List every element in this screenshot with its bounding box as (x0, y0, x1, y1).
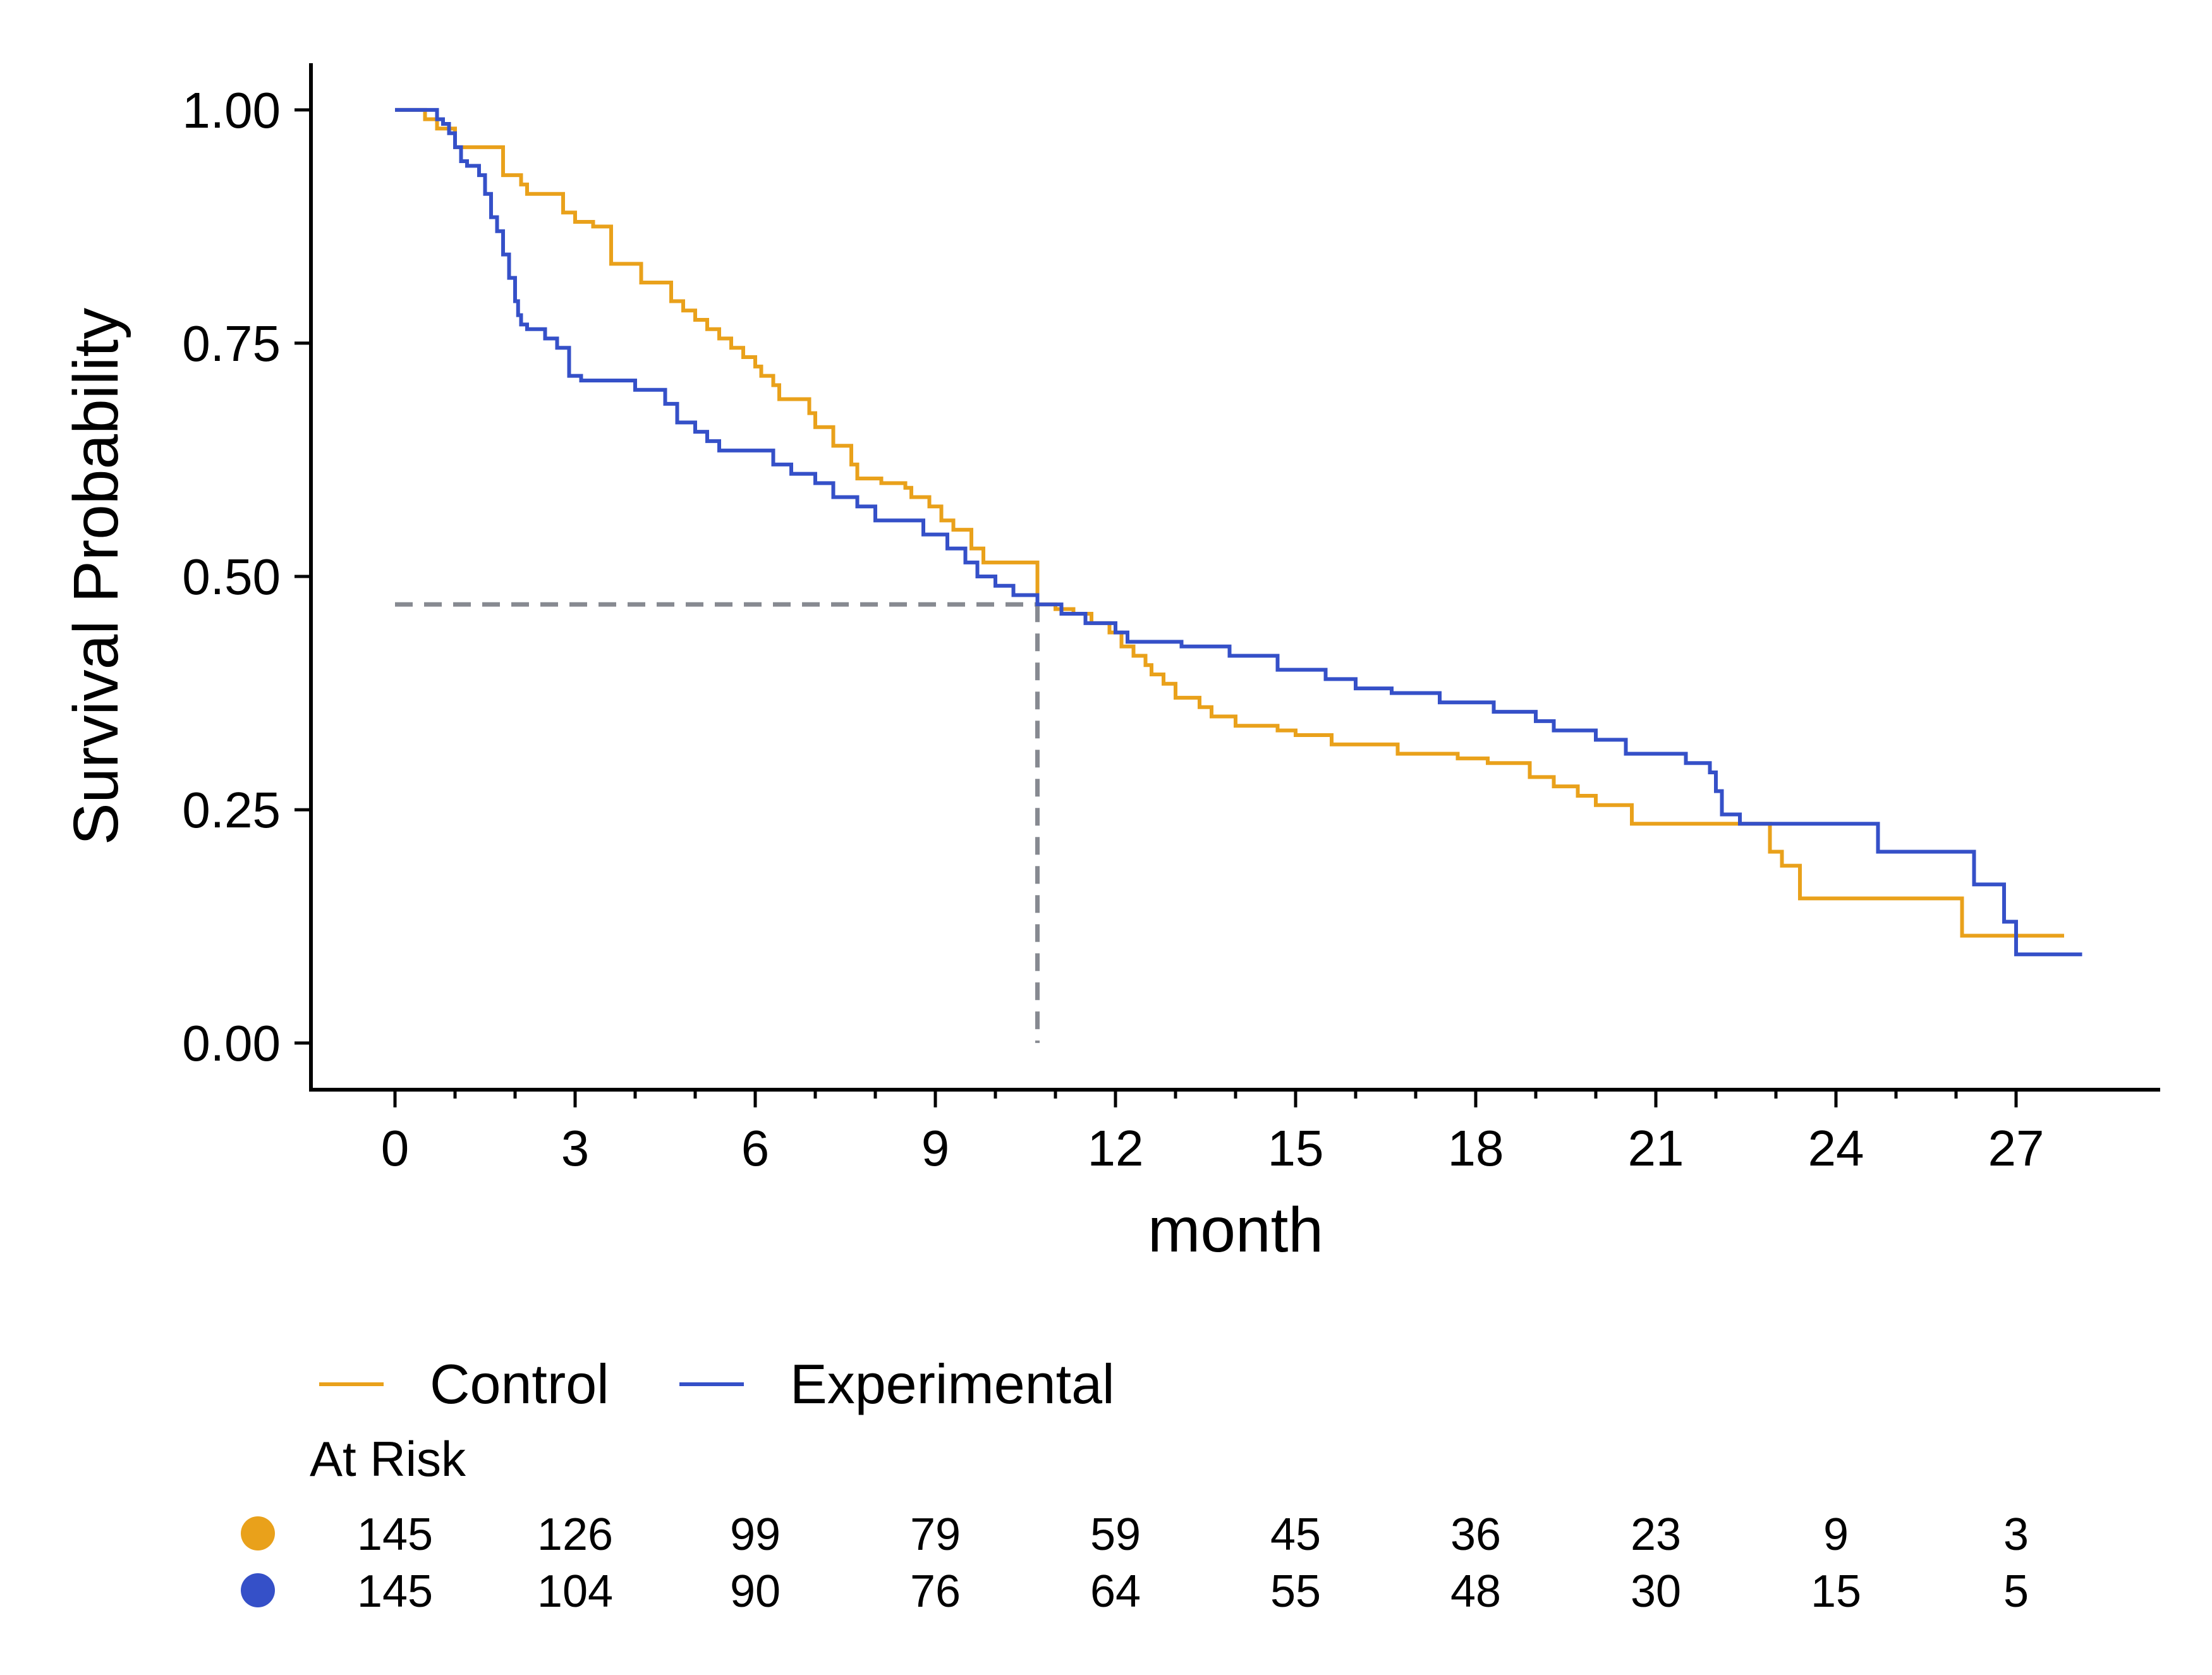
x-tick-label: 3 (561, 1120, 590, 1176)
risk-value: 23 (1631, 1509, 1681, 1560)
risk-value: 36 (1450, 1509, 1501, 1560)
risk-value: 64 (1090, 1566, 1141, 1617)
risk-value: 79 (910, 1509, 961, 1560)
y-tick-label: 0.75 (182, 315, 281, 372)
y-tick-label: 0.00 (182, 1015, 281, 1071)
x-tick-label: 6 (741, 1120, 770, 1176)
y-tick-label: 0.25 (182, 782, 281, 838)
legend-label-control: Control (430, 1353, 609, 1415)
risk-value: 3 (2003, 1509, 2029, 1560)
risk-value: 30 (1631, 1566, 1681, 1617)
risk-value: 48 (1450, 1566, 1501, 1617)
risk-value: 55 (1270, 1566, 1321, 1617)
risk-row-marker-control (241, 1516, 275, 1550)
x-tick-label: 15 (1268, 1120, 1324, 1176)
y-axis-ticks: 0.00 0.25 0.50 0.75 1.00 (182, 82, 311, 1071)
x-axis-ticks: 0 3 6 9 12 15 18 21 24 27 (381, 1090, 2045, 1176)
risk-value: 9 (1823, 1509, 1849, 1560)
y-tick-label: 0.50 (182, 549, 281, 605)
plot-area (395, 107, 2082, 1044)
x-tick-label: 24 (1808, 1120, 1864, 1176)
risk-row-marker-experimental (241, 1573, 275, 1607)
risk-value: 99 (730, 1509, 781, 1560)
x-tick-label: 9 (921, 1120, 950, 1176)
risk-value: 5 (2003, 1566, 2029, 1617)
x-tick-label: 18 (1448, 1120, 1504, 1176)
series-line-experimental (395, 107, 2082, 956)
y-tick-label: 1.00 (182, 82, 281, 138)
risk-value: 45 (1270, 1509, 1321, 1560)
risk-table-title: At Risk (310, 1431, 466, 1487)
risk-table: 145 126 99 79 59 45 36 23 9 3 145 104 90 76 64 55 48 30 15… (241, 1509, 2029, 1617)
series-line-control (395, 107, 2064, 938)
legend: Control Experimental (319, 1353, 1115, 1415)
risk-value: 76 (910, 1566, 961, 1617)
risk-value: 90 (730, 1566, 781, 1617)
x-tick-label: 12 (1088, 1120, 1144, 1176)
x-tick-label: 27 (1988, 1120, 2045, 1176)
risk-value: 145 (357, 1566, 433, 1617)
risk-value: 15 (1811, 1566, 1861, 1617)
y-axis-title: Survival Probability (61, 308, 131, 845)
x-axis-title: month (1148, 1195, 1323, 1265)
risk-value: 59 (1090, 1509, 1141, 1560)
risk-value: 145 (357, 1509, 433, 1560)
x-tick-label: 21 (1628, 1120, 1684, 1176)
x-tick-label: 0 (381, 1120, 410, 1176)
risk-value: 104 (537, 1566, 613, 1617)
legend-label-experimental: Experimental (790, 1353, 1115, 1415)
risk-value: 126 (537, 1509, 613, 1560)
